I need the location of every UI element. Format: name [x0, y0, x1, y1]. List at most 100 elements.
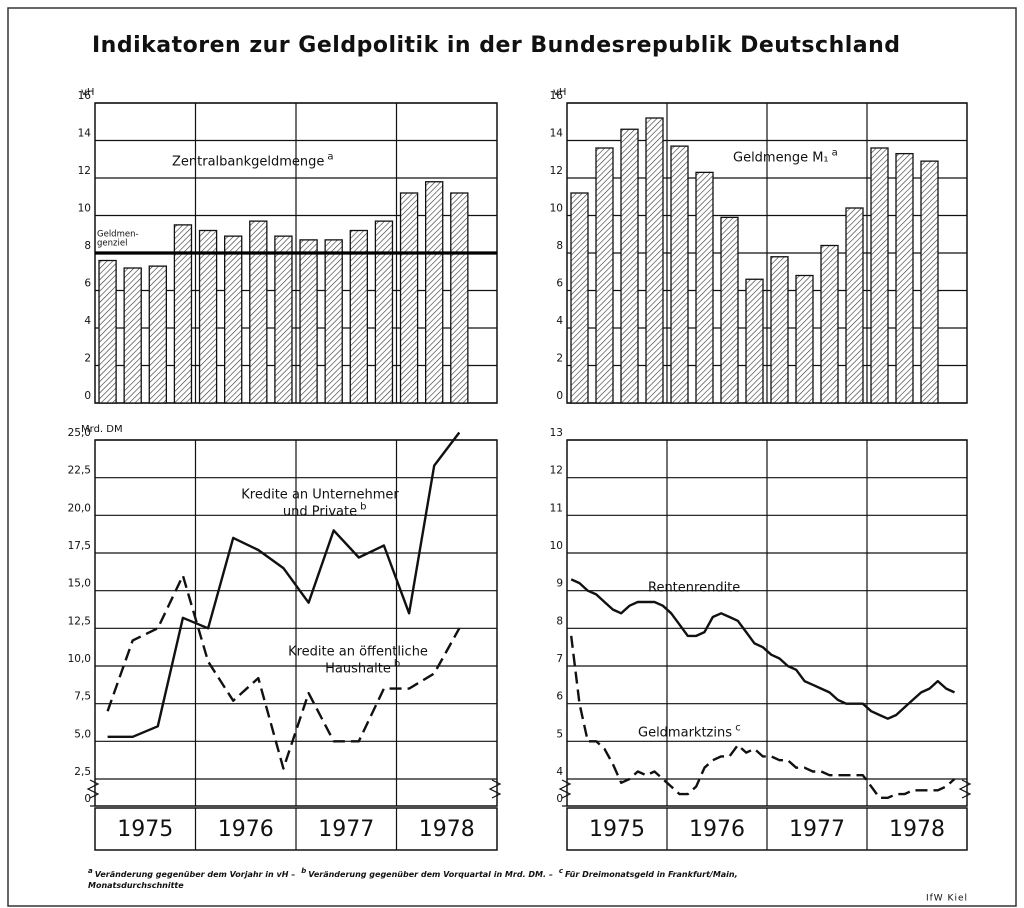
- y-tick-label: 7: [556, 653, 563, 665]
- y-tick-label: 6: [556, 278, 563, 290]
- bar: [98, 259, 117, 404]
- series-footnote-mark: a: [832, 148, 838, 159]
- bar: [895, 152, 914, 404]
- series-label: und Private: [283, 505, 357, 520]
- bar: [148, 265, 168, 404]
- bar: [324, 239, 343, 404]
- bar: [424, 181, 444, 404]
- y-axis-unit: vH: [553, 87, 566, 98]
- footnotes: Monatsdurchschnitte: [88, 881, 184, 890]
- y-tick-label: 2: [84, 353, 91, 365]
- y-tick-label: 8: [556, 615, 563, 627]
- bar: [123, 267, 142, 404]
- bar: [249, 220, 268, 404]
- series-footnote-mark: b: [394, 659, 400, 670]
- series-line: [570, 635, 956, 799]
- y-tick-label: 10: [550, 203, 563, 215]
- y-tick-label: 4: [556, 315, 563, 327]
- x-category-label: 1978: [419, 817, 475, 842]
- x-category-label: 1977: [318, 817, 374, 842]
- series-label: Kredite an Unternehmer: [241, 488, 399, 503]
- y-tick-label: 0: [556, 390, 563, 402]
- bar: [595, 147, 614, 404]
- bar: [820, 244, 839, 404]
- footnote-text: Veränderung gegenüber dem Vorjahr in vH …: [95, 870, 295, 879]
- source: IfW Kiel: [926, 894, 968, 904]
- y-tick-label: 12: [78, 165, 91, 177]
- series-label: Geldmenge M₁: [733, 151, 829, 166]
- bar: [223, 235, 243, 404]
- page-border: [7, 7, 1017, 907]
- y-tick-label: 15,0: [68, 578, 91, 590]
- bar: [795, 274, 814, 404]
- y-tick-label: 25,0: [68, 427, 91, 439]
- bar: [920, 160, 939, 404]
- y-tick-label: 8: [556, 240, 563, 252]
- x-category-label: 1975: [117, 817, 173, 842]
- y-tick-label: 20,0: [68, 502, 91, 514]
- bar: [349, 229, 369, 404]
- series-line: [106, 574, 461, 770]
- y-tick-label: 6: [84, 278, 91, 290]
- axis-break: [558, 779, 572, 799]
- y-axis-unit: vH: [81, 87, 94, 98]
- series-line: [107, 431, 461, 738]
- y-tick-label: 0: [84, 390, 91, 402]
- axis-break: [488, 779, 502, 799]
- y-axis-unit: Mrd. DM: [81, 424, 123, 435]
- bar: [645, 117, 664, 404]
- bar: [620, 128, 639, 404]
- y-tick-label: 5: [556, 728, 563, 740]
- x-category-label: 1978: [889, 817, 945, 842]
- footnote-text: Monatsdurchschnitte: [88, 881, 184, 890]
- footnote-mark: a: [88, 867, 93, 875]
- y-tick-label: 5,0: [74, 728, 91, 740]
- series-label: Haushalte: [325, 662, 391, 677]
- y-tick-label: 8: [84, 240, 91, 252]
- axis-break: [86, 779, 100, 799]
- x-category-label: 1975: [589, 817, 645, 842]
- y-tick-label: 2,5: [74, 766, 91, 778]
- series-label: Zentralbankgeldmenge: [172, 155, 324, 170]
- bar: [870, 147, 889, 404]
- page-title: Indikatoren zur Geldpolitik in der Bunde…: [92, 33, 901, 58]
- footnote-text: Veränderung gegenüber dem Vorquartal in …: [308, 870, 553, 879]
- y-tick-label: 4: [84, 315, 91, 327]
- bar: [745, 278, 764, 404]
- bar: [450, 192, 469, 404]
- y-tick-label: 7,5: [74, 691, 91, 703]
- series-footnote-mark: b: [360, 502, 366, 513]
- y-tick-label: 12: [550, 165, 563, 177]
- bar: [198, 229, 218, 404]
- y-tick-label: 14: [550, 128, 564, 140]
- y-tick-label: 22,5: [68, 465, 91, 477]
- y-tick-label: 10,0: [68, 653, 91, 665]
- bar: [570, 192, 589, 404]
- bar: [299, 239, 318, 404]
- y-tick-label: 14: [78, 128, 92, 140]
- y-tick-label: 11: [550, 502, 563, 514]
- series-line: [570, 578, 955, 720]
- series-footnote-mark: a: [327, 152, 333, 163]
- reference-label: genziel: [97, 239, 127, 249]
- y-tick-label: 12,5: [68, 615, 91, 627]
- bar: [770, 256, 789, 404]
- footnote-text: Für Dreimonatsgeld in Frankfurt/Main,: [565, 870, 738, 879]
- bar: [374, 220, 394, 404]
- bar: [173, 224, 193, 404]
- footnote-mark: c: [559, 867, 564, 875]
- y-tick-label: 17,5: [68, 540, 91, 552]
- bar: [720, 216, 739, 404]
- series-label: Rentenrendite: [648, 581, 740, 596]
- x-category-label: 1976: [218, 817, 274, 842]
- bar: [845, 207, 864, 404]
- footnotes: a Veränderung gegenüber dem Vorjahr in vH…: [88, 867, 738, 879]
- x-category-label: 1977: [789, 817, 845, 842]
- y-tick-label: 9: [556, 578, 563, 590]
- y-tick-label: 16: [550, 90, 564, 102]
- x-category-label: 1976: [689, 817, 745, 842]
- series-footnote-mark: c: [735, 723, 741, 734]
- y-tick-label: 16: [78, 90, 92, 102]
- y-tick-label: 0: [556, 793, 563, 805]
